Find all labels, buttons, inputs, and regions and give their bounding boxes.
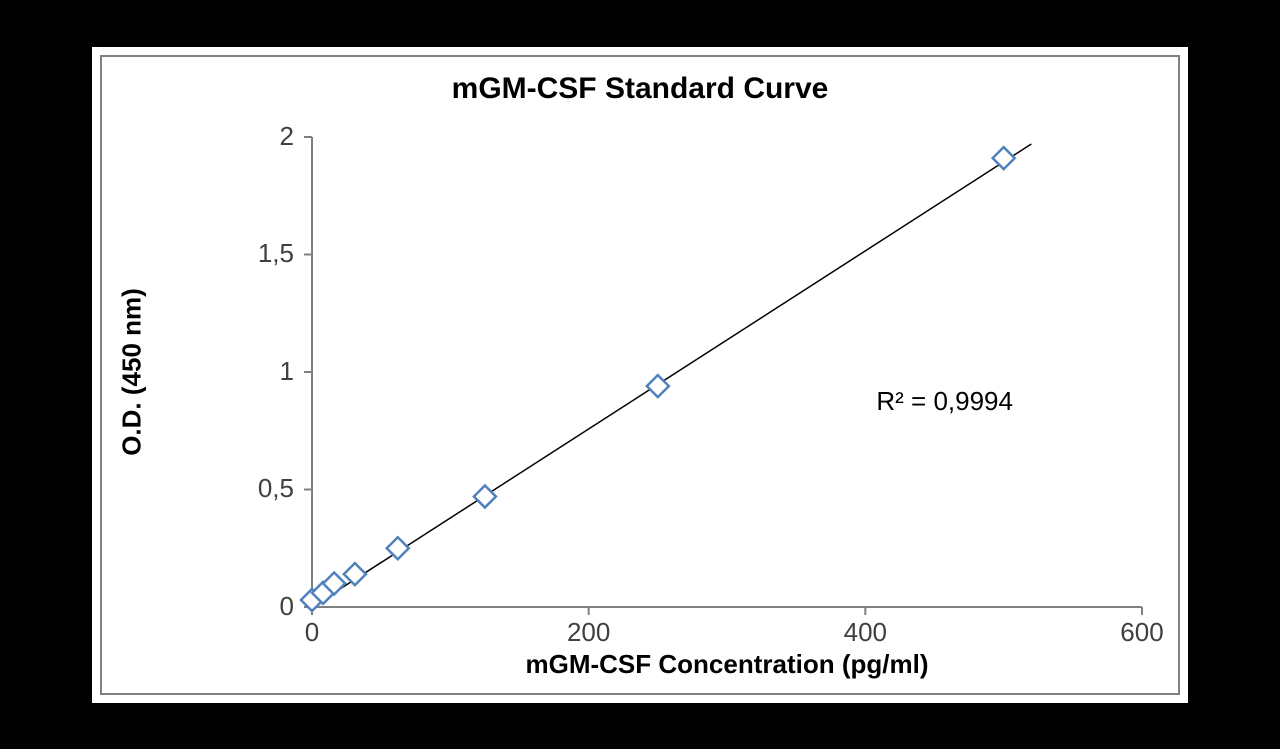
data-point-marker: [993, 147, 1015, 169]
x-tick-label: 200: [559, 617, 619, 648]
outer-frame: mGM-CSF Standard Curve O.D. (450 nm) mGM…: [92, 47, 1188, 703]
x-tick-label: 400: [835, 617, 895, 648]
y-tick-label: 1,5: [258, 238, 294, 269]
y-tick-label: 1: [280, 356, 294, 387]
y-tick-label: 2: [280, 121, 294, 152]
data-point-marker: [647, 375, 669, 397]
data-point-marker: [344, 563, 366, 585]
x-tick-label: 600: [1112, 617, 1172, 648]
y-tick-label: 0,5: [258, 473, 294, 504]
chart-frame: mGM-CSF Standard Curve O.D. (450 nm) mGM…: [100, 55, 1180, 695]
plot-area: [102, 57, 1182, 697]
x-tick-label: 0: [282, 617, 342, 648]
data-point-marker: [474, 485, 496, 507]
